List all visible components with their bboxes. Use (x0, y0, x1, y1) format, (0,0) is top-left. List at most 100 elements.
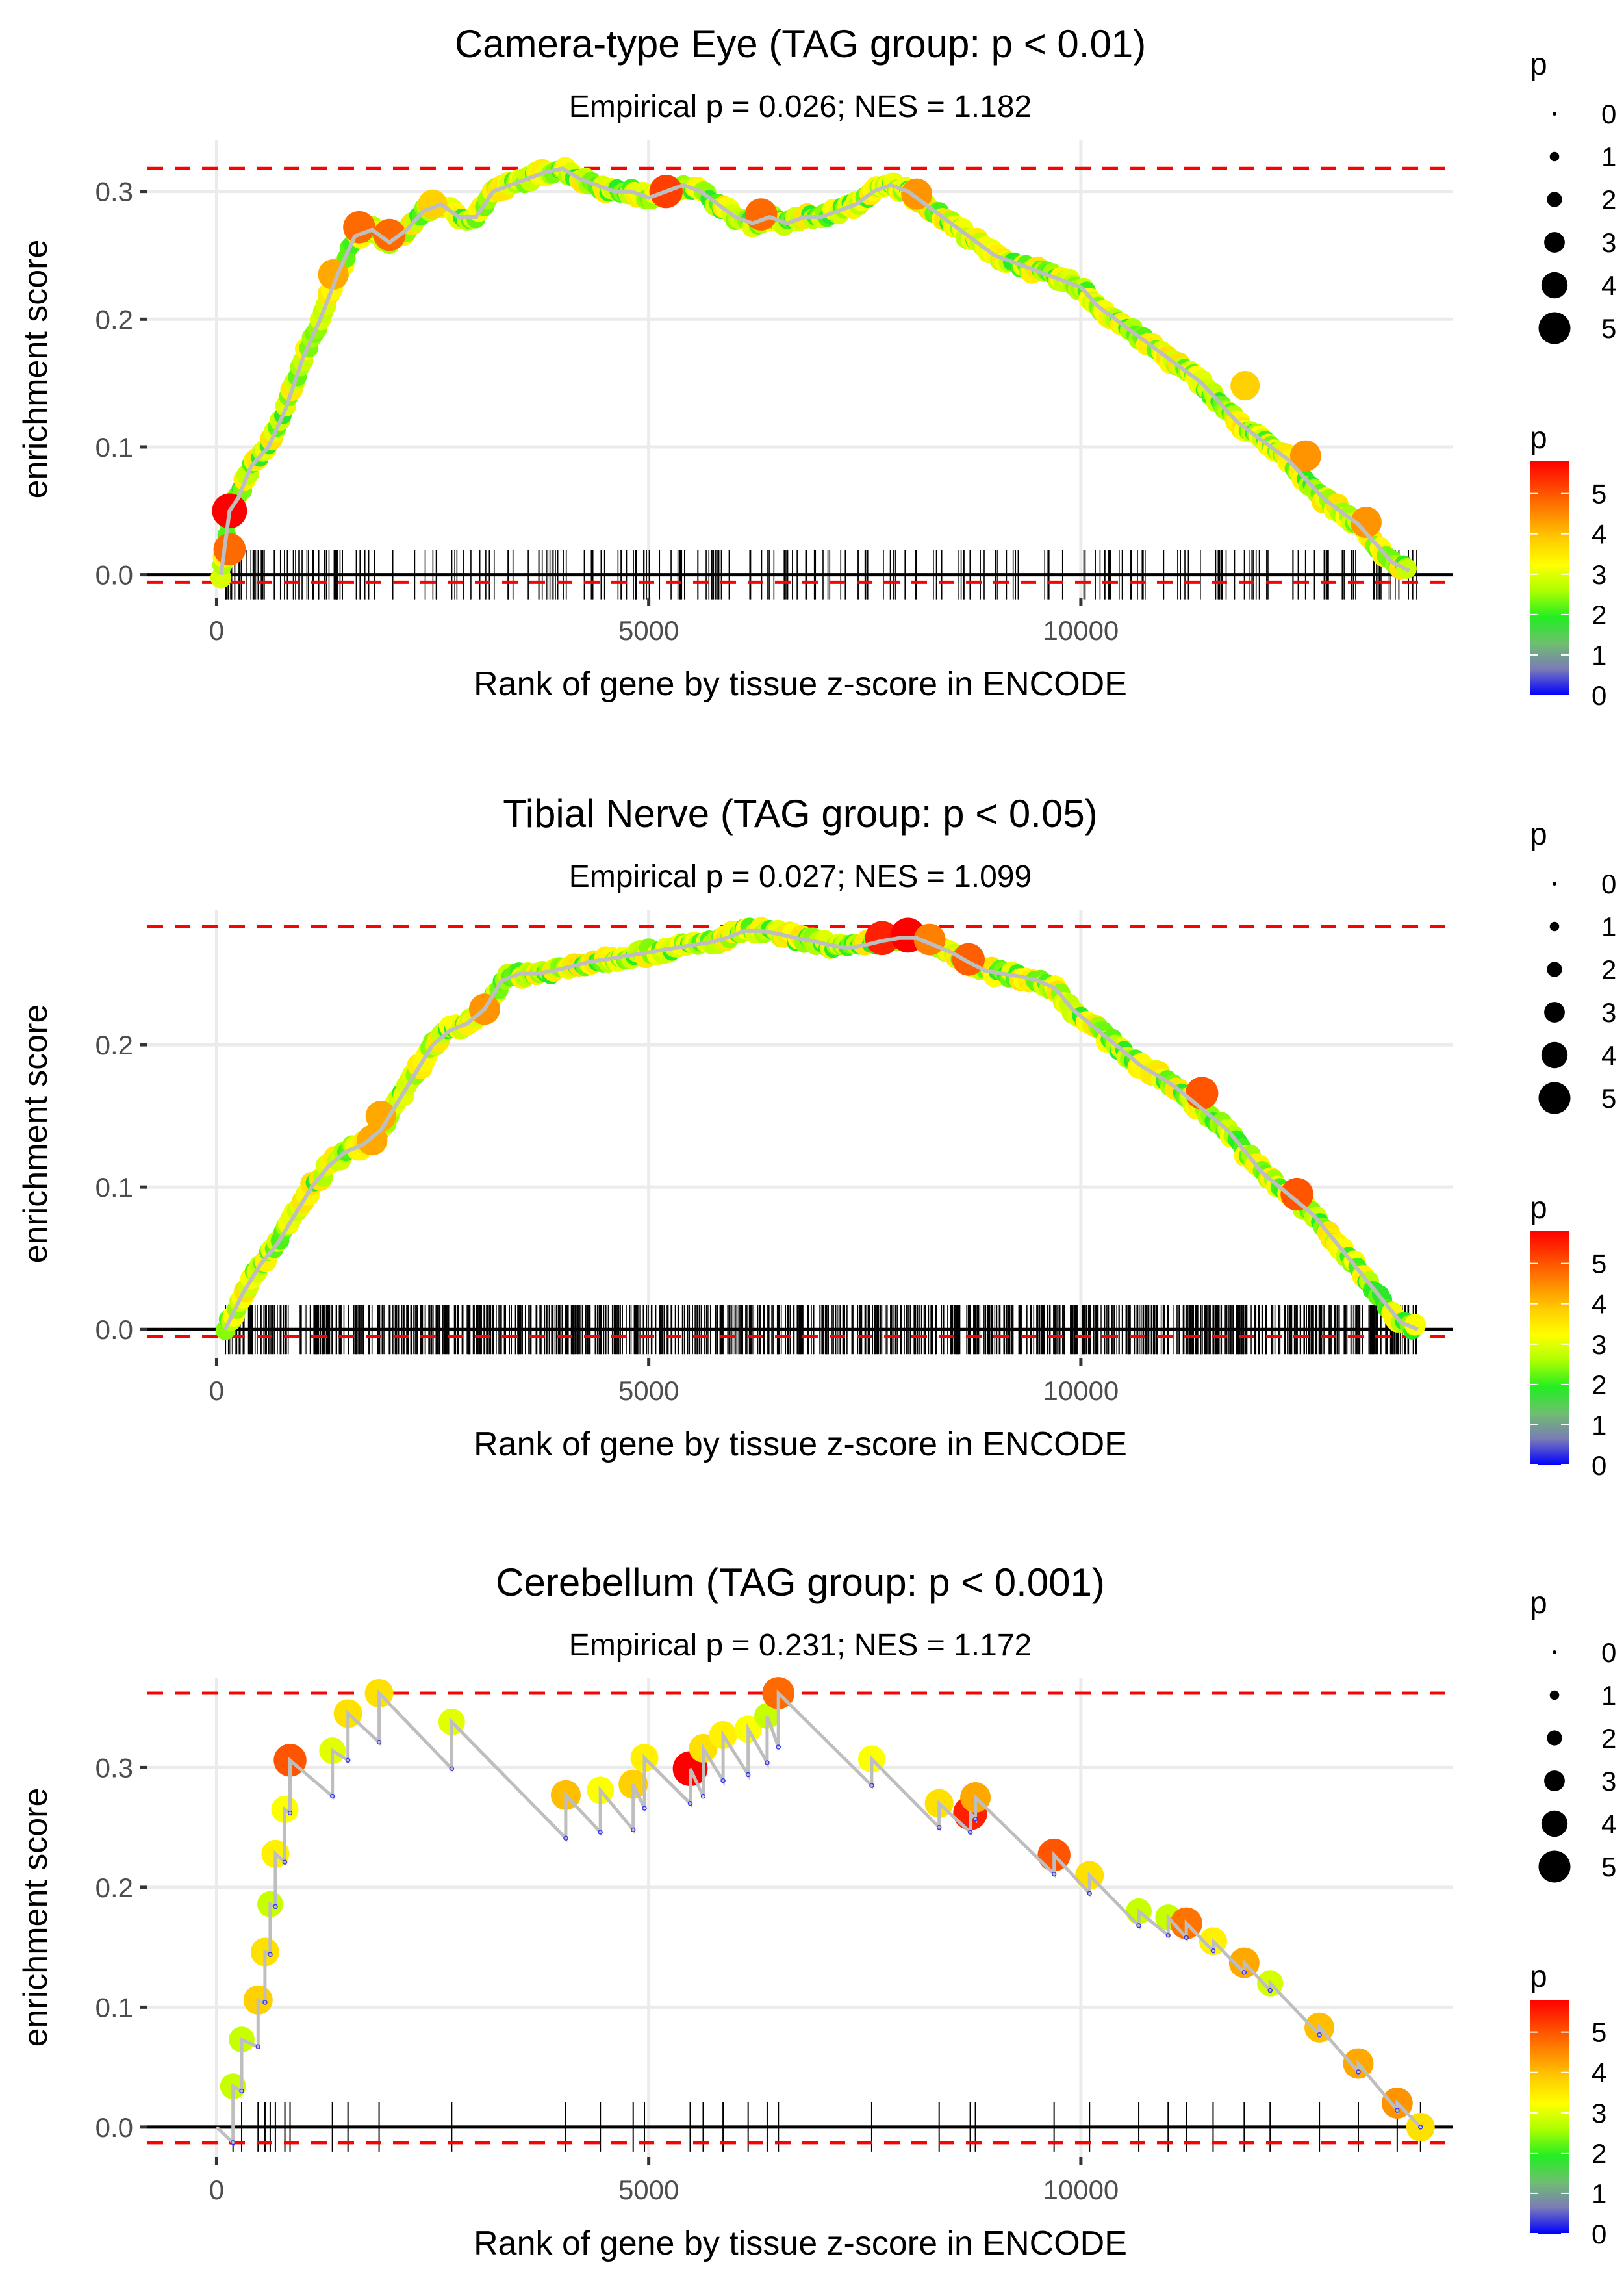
chart-panel-3: Cerebellum (TAG group: p < 0.001) Empiric… (17, 1561, 1616, 2262)
miss-point (1418, 2125, 1423, 2130)
size-legend-label: 0 (1601, 99, 1616, 129)
size-legend-dot (1553, 112, 1556, 116)
size-legend-label: 0 (1601, 1637, 1616, 1668)
miss-point (1136, 1923, 1141, 1928)
y-axis-label: enrichment score (17, 240, 55, 499)
chart-title: Tibial Nerve (TAG group: p < 0.05) (503, 792, 1097, 836)
x-tick-label: 10000 (1043, 1375, 1119, 1406)
miss-point (1165, 1932, 1171, 1938)
data-point (1351, 507, 1382, 538)
colorbar-label: 5 (1592, 2017, 1606, 2048)
chart-subtitle: Empirical p = 0.231; NES = 1.172 (569, 1628, 1032, 1663)
x-axis-label: Rank of gene by tissue z-score in ENCODE (474, 2225, 1127, 2262)
chart-panel-2: Tibial Nerve (TAG group: p < 0.05) Empiri… (17, 792, 1616, 1481)
series-line (215, 1689, 1422, 2147)
colorbar-label: 0 (1592, 2219, 1606, 2249)
colorbar-label: 1 (1592, 2178, 1606, 2209)
data-point (343, 211, 375, 244)
colorbar-label: 4 (1592, 2058, 1606, 2088)
chart-title: Camera-type Eye (TAG group: p < 0.01) (455, 22, 1146, 66)
miss-point (262, 2000, 268, 2005)
size-legend-dot (1549, 1690, 1560, 1700)
size-legend-dot (1544, 1002, 1565, 1023)
x-tick-label: 0 (209, 615, 224, 646)
data-point (1404, 1314, 1427, 1336)
miss-point (268, 1952, 273, 1957)
miss-point (598, 1830, 603, 1835)
data-point (373, 218, 406, 251)
miss-point (287, 1810, 293, 1816)
color-legend-title: p (1530, 1191, 1547, 1225)
size-legend-label: 2 (1601, 1723, 1616, 1754)
chart-panel-1: Camera-type Eye (TAG group: p < 0.01) Emp… (17, 22, 1616, 711)
size-legend-dot (1544, 232, 1565, 253)
size-legend-dot (1538, 312, 1571, 344)
size-legend-label: 0 (1601, 869, 1616, 899)
y-tick-label: 0.3 (95, 1752, 133, 1783)
miss-point (563, 1835, 568, 1841)
miss-point (345, 1757, 351, 1763)
x-tick-label: 0 (209, 2175, 224, 2205)
size-legend-dot (1553, 882, 1556, 886)
miss-point (1051, 1871, 1057, 1877)
colorbar-label: 2 (1592, 600, 1606, 630)
x-tick-label: 0 (209, 1375, 224, 1406)
x-axis-label: Rank of gene by tissue z-score in ENCODE (474, 665, 1127, 703)
x-tick-label: 5000 (618, 615, 679, 646)
miss-point (700, 1793, 706, 1799)
miss-point (329, 1793, 335, 1799)
colorbar-label: 2 (1592, 1370, 1606, 1400)
size-legend-label: 5 (1601, 313, 1616, 344)
size-legend-dot (1538, 1850, 1571, 1883)
size-legend-title: p (1530, 47, 1547, 82)
size-legend-dot (1547, 1730, 1562, 1746)
size-legend-label: 3 (1601, 1766, 1616, 1796)
miss-point (1184, 1935, 1189, 1941)
data-point (1230, 371, 1260, 401)
miss-point (255, 2044, 261, 2050)
y-tick-label: 0.1 (95, 1992, 133, 2023)
data-point (744, 198, 778, 231)
size-legend-dot (1541, 1041, 1568, 1069)
miss-point (239, 2088, 244, 2094)
chart-subtitle: Empirical p = 0.027; NES = 1.099 (569, 860, 1032, 894)
y-tick-label: 0.2 (95, 304, 133, 335)
data-point (865, 921, 900, 956)
colorbar-label: 3 (1592, 559, 1606, 590)
y-tick-label: 0.1 (95, 1172, 133, 1203)
size-legend-label: 5 (1601, 1852, 1616, 1882)
miss-point (1267, 1987, 1273, 1993)
miss-point (936, 1824, 942, 1830)
miss-point (720, 1778, 726, 1783)
size-legend-title: p (1530, 1586, 1547, 1620)
y-tick-label: 0.1 (95, 432, 133, 463)
y-tick-label: 0.0 (95, 560, 133, 591)
colorbar (1530, 1231, 1569, 1465)
miss-point (972, 1816, 978, 1822)
miss-point (765, 1760, 770, 1765)
miss-point (376, 1739, 382, 1745)
legend-group: p 0 1 2 3 4 5 p 5 4 3 2 1 0 (1530, 47, 1616, 711)
miss-point (230, 2140, 236, 2145)
miss-point (1210, 1948, 1216, 1954)
miss-point (449, 1766, 455, 1771)
miss-point (642, 1806, 647, 1811)
data-point (365, 1101, 396, 1132)
size-legend-label: 1 (1601, 912, 1616, 942)
series-line (219, 166, 1410, 576)
size-legend-dot (1544, 1770, 1565, 1791)
size-legend-label: 3 (1601, 227, 1616, 258)
size-legend-title: p (1530, 817, 1547, 852)
colorbar-label: 1 (1592, 640, 1606, 671)
miss-point (1317, 2032, 1322, 2038)
size-legend-dot (1547, 192, 1562, 207)
size-legend-dot (1547, 962, 1562, 977)
data-point (952, 943, 985, 976)
miss-point (687, 1800, 693, 1806)
miss-point (282, 1859, 288, 1865)
miss-point (1087, 1891, 1092, 1896)
size-legend-dot (1549, 921, 1560, 932)
data-point (1289, 440, 1321, 472)
color-legend-title: p (1530, 1960, 1547, 1994)
miss-point (869, 1783, 874, 1788)
